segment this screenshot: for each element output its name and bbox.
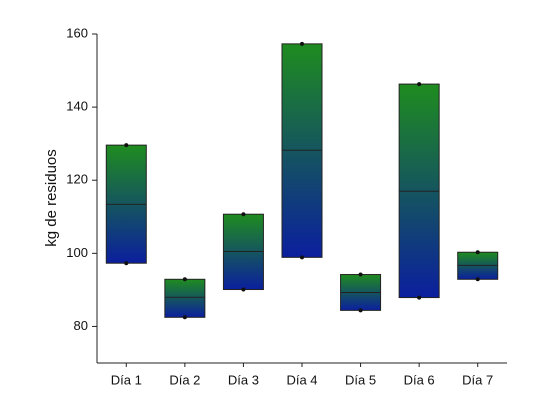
- y-tick-label: 80: [74, 318, 88, 333]
- max-dot: [241, 212, 246, 217]
- y-tick-label: 100: [66, 245, 88, 260]
- y-tick-label: 120: [66, 172, 88, 187]
- min-dot: [475, 277, 480, 282]
- min-dot: [417, 295, 422, 300]
- y-tick-label: 140: [66, 99, 88, 114]
- max-dot: [182, 277, 187, 282]
- x-tick-label: Día 4: [286, 372, 317, 387]
- x-tick-label: Día 5: [345, 372, 376, 387]
- y-tick-label: 160: [66, 25, 88, 40]
- min-dot: [241, 287, 246, 292]
- x-tick-label: Día 1: [111, 372, 142, 387]
- max-dot: [300, 41, 304, 46]
- x-tick-label: Día 2: [169, 372, 200, 387]
- min-dot: [124, 261, 129, 266]
- x-tick-label: Día 6: [404, 372, 435, 387]
- max-dot: [417, 82, 422, 87]
- y-axis-label: kg de residuos: [43, 149, 60, 247]
- x-tick-label: Día 3: [228, 372, 259, 387]
- min-dot: [182, 315, 187, 320]
- min-dot: [300, 255, 304, 260]
- min-dot: [358, 308, 363, 313]
- max-dot: [124, 143, 129, 148]
- x-tick-label: Día 7: [462, 372, 493, 387]
- box: [164, 278, 206, 318]
- max-dot: [358, 272, 363, 277]
- max-dot: [475, 250, 480, 255]
